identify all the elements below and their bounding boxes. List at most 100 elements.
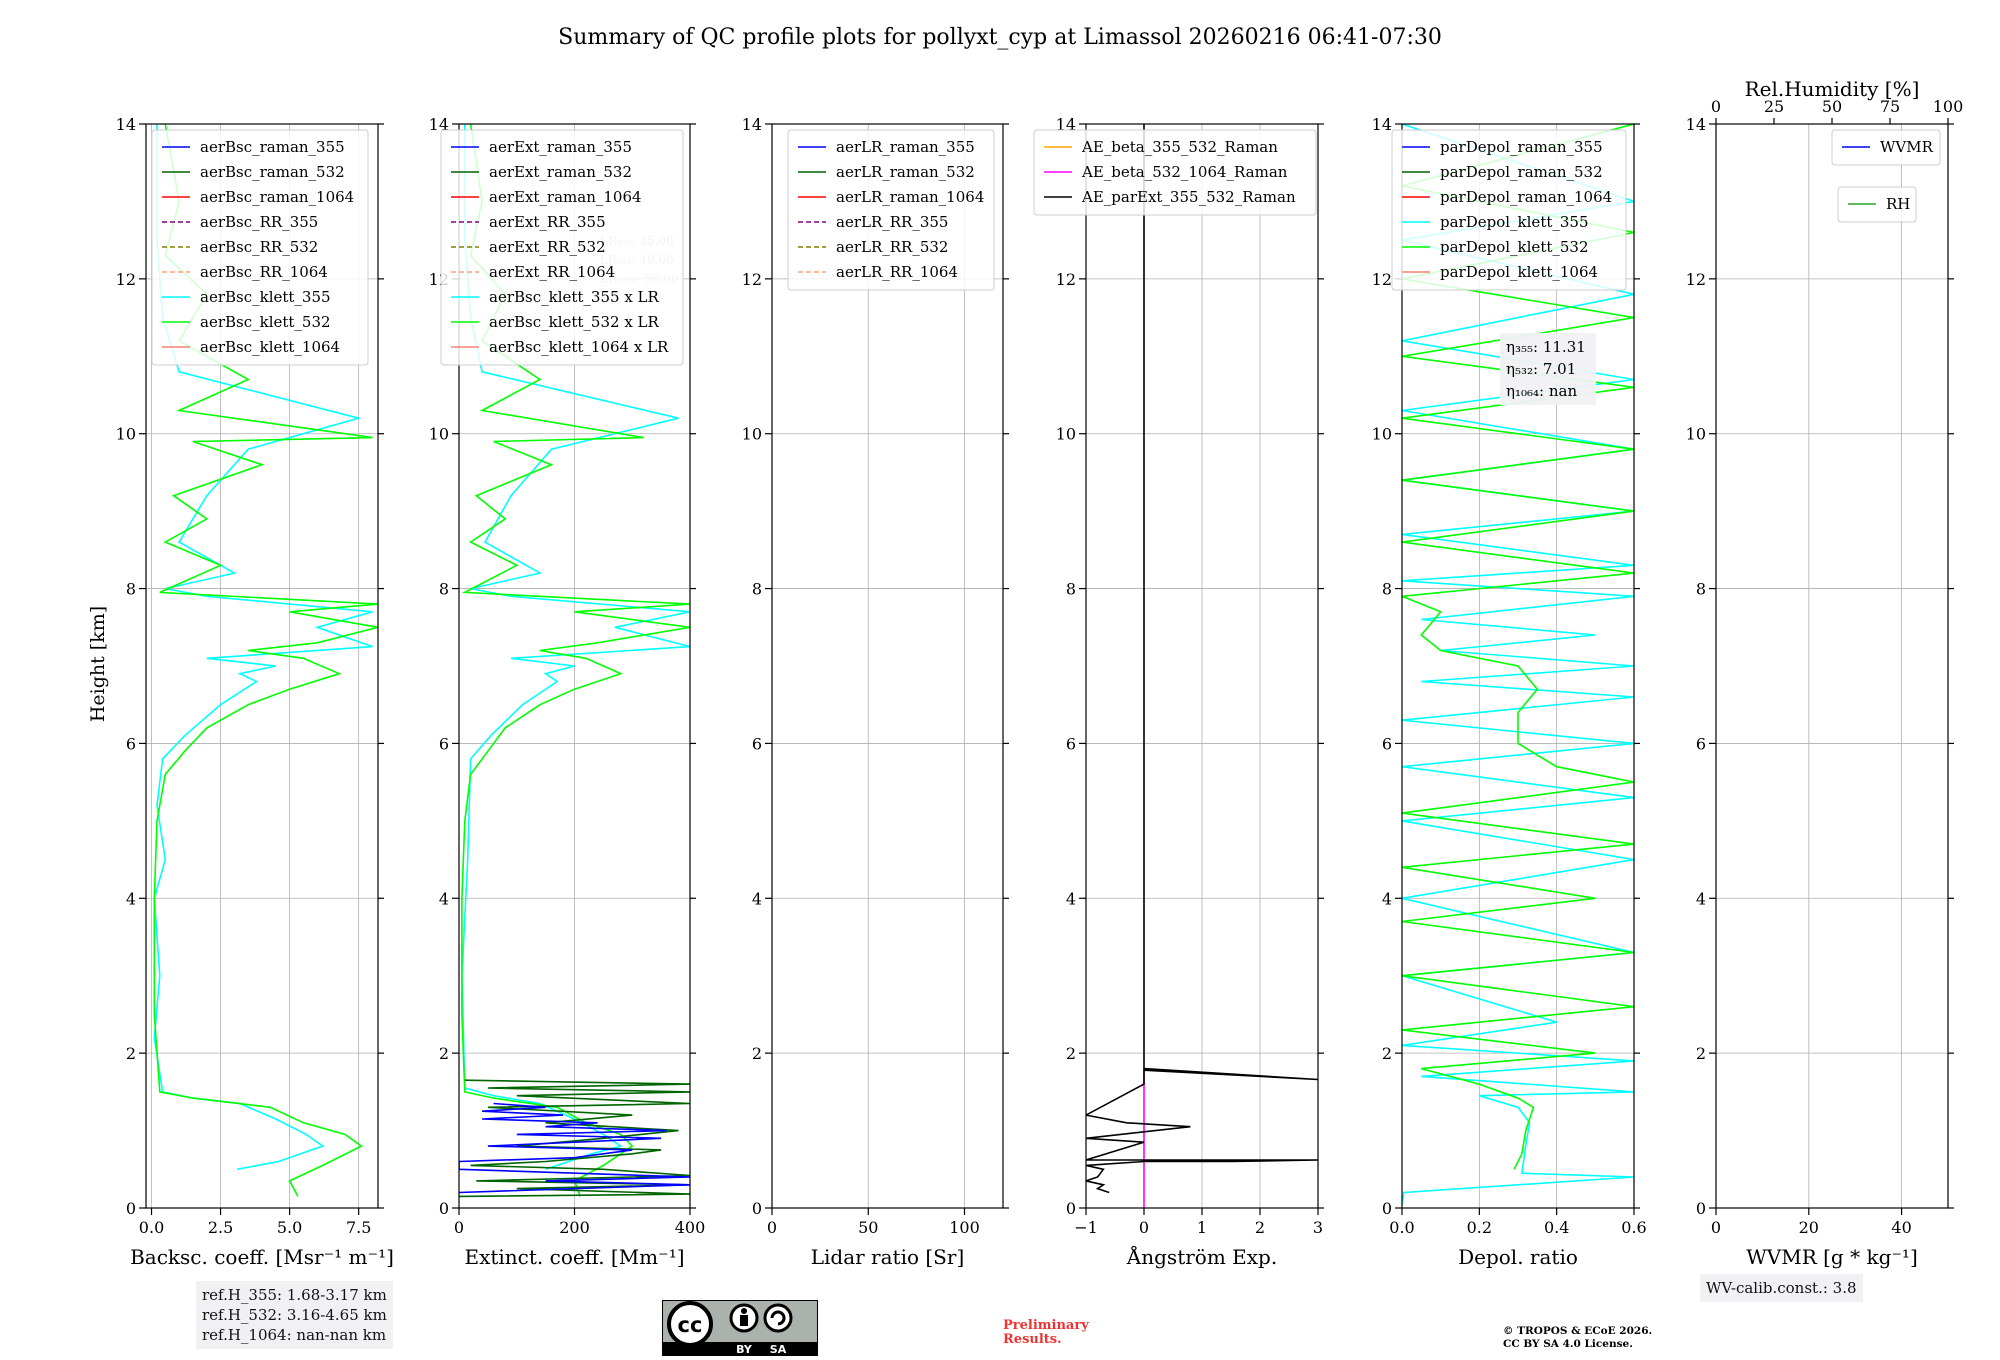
copyright-note: © TROPOS & ECoE 2026. CC BY SA 4.0 Licen… — [1503, 1325, 1652, 1351]
x-axis-label: Extinct. coeff. [Mm⁻¹] — [464, 1245, 684, 1269]
legend-entry: aerBsc_raman_355 — [200, 138, 345, 156]
axes-frame — [771, 123, 1004, 1209]
y-tick-label: 6 — [752, 734, 762, 753]
x-tick-label: 2 — [1255, 1218, 1265, 1237]
legend-entry: aerBsc_RR_532 — [200, 238, 318, 256]
legend-entry: aerLR_RR_532 — [836, 238, 948, 256]
y-tick-label: 10 — [429, 425, 449, 444]
y-tick-label: 2 — [752, 1044, 762, 1063]
eta-box — [1500, 333, 1596, 405]
series-aerBsc_klett_355 — [153, 124, 373, 1171]
sa-label: SA — [770, 1343, 787, 1356]
y-axis-label: Height [km] — [87, 606, 109, 722]
figure-title: Summary of QC profile plots for pollyxt_… — [558, 25, 1442, 50]
eta-label: η₅₃₂: 7.01 — [1506, 360, 1576, 378]
y-tick-label: 2 — [1696, 1044, 1706, 1063]
y-tick-label: 0 — [1066, 1199, 1076, 1218]
legend-frame — [151, 129, 369, 366]
y-tick-label: 4 — [439, 889, 449, 908]
y-tick-label: 10 — [1686, 425, 1706, 444]
x-axis-label: WVMR [g * kg⁻¹] — [1746, 1245, 1918, 1269]
x-axis-label: Depol. ratio — [1458, 1245, 1578, 1269]
preliminary-note: Preliminary Results. — [1003, 1319, 1089, 1347]
y-tick-label: 8 — [1696, 580, 1706, 599]
y-tick-label: 14 — [1686, 115, 1706, 134]
legend-entry: aerBsc_klett_1064 x LR — [489, 338, 669, 356]
y-tick-label: 12 — [116, 270, 136, 289]
panel-5: 0 2 4 6 8 10 12 14 0.0 0.2 0.4 0.6 Depol. ratio η₃₅₅:… — [1372, 115, 1647, 1269]
legend-entry: parDepol_raman_532 — [1440, 163, 1603, 181]
legend-entry: AE_beta_355_532_Raman — [1081, 138, 1278, 156]
x-axis-label: Lidar ratio [Sr] — [811, 1245, 965, 1269]
gridlines — [1085, 123, 1319, 1209]
y-tick-label: 14 — [116, 115, 136, 134]
y-tick-label: 10 — [116, 425, 136, 444]
panel-6: 0 2 4 6 8 10 12 14 0 20 40 WVMR [g * kg⁻¹] 0 25 50 75 10… — [1686, 77, 1964, 1269]
y-tick-label: 0 — [1382, 1199, 1392, 1218]
legend-entry: parDepol_klett_355 — [1440, 213, 1589, 231]
x-tick-label: 3 — [1313, 1218, 1323, 1237]
top-x-tick-label: 75 — [1880, 97, 1900, 116]
y-tick-label: 12 — [1056, 270, 1076, 289]
legend: RH — [1837, 186, 1917, 223]
preliminary-line-2: Results. — [1003, 1332, 1062, 1347]
series-aerBsc_klett_532 x LR — [461, 124, 690, 1197]
legend-entry: aerBsc_klett_355 — [200, 288, 331, 306]
y-tick-label: 8 — [126, 580, 136, 599]
legend: aerExt_raman_355 aerExt_raman_532 aerExt_r… — [440, 129, 684, 366]
x-tick-label: 200 — [559, 1218, 590, 1237]
x-tick-label: 0.2 — [1467, 1218, 1492, 1237]
y-tick-label: 6 — [126, 734, 136, 753]
legend-entry: RH — [1886, 195, 1910, 213]
legend: AE_beta_355_532_Raman AE_beta_532_1064_Ra… — [1033, 129, 1317, 216]
series-group — [1086, 124, 1318, 1208]
legend-entry: aerBsc_RR_355 — [200, 213, 318, 231]
top-x-tick-label: 100 — [1933, 97, 1964, 116]
eta-label: η₃₅₅: 11.31 — [1506, 338, 1586, 356]
ref-height-355: ref.H_355: 1.68-3.17 km — [202, 1286, 387, 1304]
x-tick-label: 0.0 — [139, 1218, 164, 1237]
x-tick-label: 400 — [675, 1218, 706, 1237]
y-tick-label: 0 — [126, 1199, 136, 1218]
y-tick-label: 4 — [1066, 889, 1076, 908]
y-tick-label: 2 — [439, 1044, 449, 1063]
x-tick-label: 5.0 — [277, 1218, 302, 1237]
legend-frame — [1837, 186, 1917, 223]
y-tick-label: 8 — [752, 580, 762, 599]
series-aerBsc_klett_355 x LR — [461, 124, 690, 1171]
legend-entry: parDepol_raman_1064 — [1440, 188, 1612, 206]
legend-entry: aerBsc_klett_532 x LR — [489, 313, 660, 331]
y-tick-label: 8 — [1382, 580, 1392, 599]
y-tick-label: 4 — [1382, 889, 1392, 908]
legend-entry: aerBsc_klett_1064 — [200, 338, 340, 356]
legend-frame — [1391, 129, 1627, 291]
y-tick-label: 12 — [742, 270, 762, 289]
panel-1: 0 2 4 6 8 10 12 14 0.0 2.5 5.0 7.5 Backsc. coeff. [M… — [116, 115, 394, 1269]
y-tick-label: 2 — [126, 1044, 136, 1063]
ref-height-532: ref.H_532: 3.16-4.65 km — [202, 1306, 387, 1324]
series-group — [459, 124, 690, 1198]
y-tick-label: 0 — [1696, 1199, 1706, 1218]
legend-entry: parDepol_klett_532 — [1440, 238, 1589, 256]
gridlines — [1715, 123, 1948, 1209]
x-axis-label: Backsc. coeff. [Msr⁻¹ m⁻¹] — [130, 1245, 394, 1269]
legend-entry: aerLR_raman_1064 — [836, 188, 984, 206]
legend-entry: aerExt_RR_532 — [489, 238, 606, 256]
y-tick-label: 8 — [1066, 580, 1076, 599]
y-tick-label: 4 — [126, 889, 136, 908]
y-tick-label: 8 — [439, 580, 449, 599]
legend-entry: aerBsc_raman_1064 — [200, 188, 354, 206]
legend: aerLR_raman_355 aerLR_raman_532 aerLR_rama… — [787, 129, 995, 291]
y-tick-label: 0 — [752, 1199, 762, 1218]
series-aerBsc_klett_532 — [153, 124, 378, 1197]
legend-entry: parDepol_klett_1064 — [1440, 263, 1598, 281]
series-AE_parExt_355_532_Raman — [1086, 124, 1318, 1194]
y-tick-label: 14 — [429, 115, 449, 134]
legend-entry: aerBsc_raman_532 — [200, 163, 345, 181]
x-tick-label: 2.5 — [208, 1218, 233, 1237]
copyright-line-2: CC BY SA 4.0 License. — [1503, 1338, 1633, 1350]
